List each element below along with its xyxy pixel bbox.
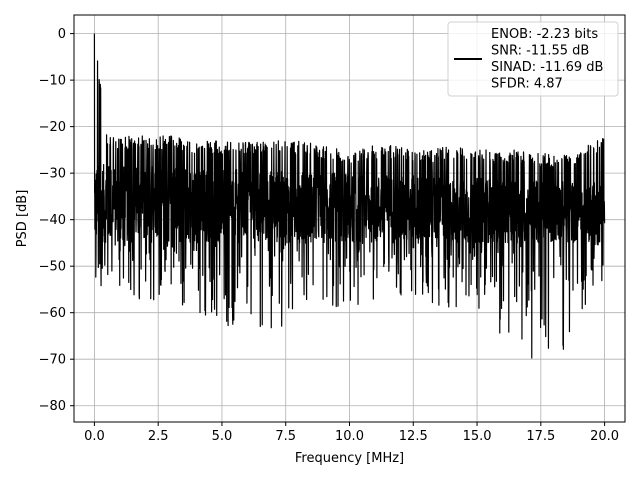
legend-box — [447, 21, 619, 97]
y-tick-label: −10 — [39, 74, 66, 89]
y-tick-label: −80 — [39, 399, 66, 414]
y-tick-label: −30 — [39, 167, 66, 182]
x-tick-label: 15.0 — [463, 429, 492, 444]
x-tick-label: 17.5 — [526, 429, 555, 444]
y-tick-label: −40 — [39, 213, 66, 228]
x-axis-ticks: 0.0 2.5 5.0 7.5 10.0 12.5 15.0 17.5 20.0 — [84, 422, 619, 444]
x-tick-label: 0.0 — [84, 429, 105, 444]
y-tick-label: −50 — [39, 260, 66, 275]
y-tick-label: −60 — [39, 306, 66, 321]
legend-snr: SNR: -11.55 dB — [491, 44, 589, 59]
legend-sinad: SINAD: -11.69 dB — [491, 60, 603, 75]
y-axis-label: PSD [dB] — [15, 190, 30, 248]
x-tick-label: 7.5 — [275, 429, 296, 444]
y-axis-ticks: 0 −10 −20 −30 −40 −50 −60 −70 −80 — [39, 27, 74, 414]
y-tick-label: −70 — [39, 353, 66, 368]
x-tick-label: 20.0 — [590, 429, 619, 444]
psd-trace — [93, 33, 606, 359]
x-tick-label: 12.5 — [399, 429, 428, 444]
x-tick-label: 5.0 — [212, 429, 233, 444]
x-tick-label: 10.0 — [335, 429, 364, 444]
y-tick-label: 0 — [58, 27, 66, 42]
legend: ENOB: -2.23 bits SNR: -11.55 dB SINAD: -… — [447, 21, 619, 97]
x-tick-label: 2.5 — [148, 429, 169, 444]
legend-sfdr: SFDR: 4.87 — [491, 77, 563, 92]
psd-series-line — [93, 33, 606, 359]
x-axis-label: Frequency [MHz] — [295, 451, 404, 466]
legend-enob: ENOB: -2.23 bits — [491, 27, 598, 42]
y-tick-label: −20 — [39, 120, 66, 135]
